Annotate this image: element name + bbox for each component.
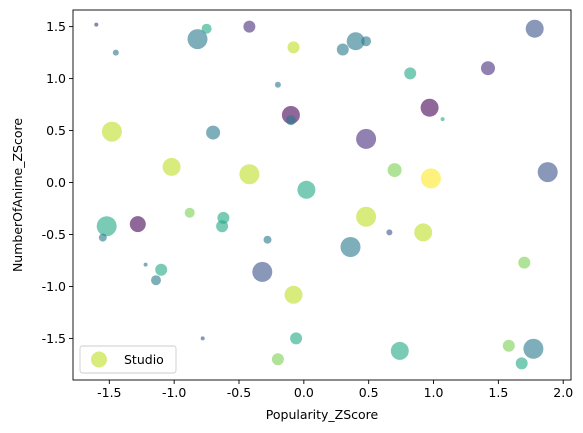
scatter-point	[440, 117, 445, 122]
y-tick-label: 0.5	[46, 123, 66, 138]
scatter-point	[252, 261, 273, 282]
scatter-point	[404, 67, 417, 80]
x-tick-label: 0.0	[294, 385, 314, 400]
scatter-point	[336, 43, 349, 56]
scatter-point	[414, 223, 433, 242]
plot-frame	[72, 9, 572, 381]
scatter-point	[243, 20, 256, 33]
scatter-point	[346, 32, 365, 51]
scatter-point	[129, 216, 146, 233]
scatter-point	[274, 81, 281, 88]
scatter-point	[525, 19, 544, 38]
scatter-point	[356, 128, 377, 149]
x-tick-label: -0.5	[227, 385, 251, 400]
x-tick-label: 1.0	[424, 385, 444, 400]
scatter-point	[187, 29, 208, 50]
scatter-point	[386, 229, 393, 236]
scatter-point	[271, 353, 284, 366]
scatter-point	[239, 164, 260, 185]
legend: Studio	[79, 345, 177, 374]
scatter-point	[143, 262, 148, 267]
y-axis: -1.5 -1.0 -0.5 0.0 0.5 1.0 1.5	[42, 19, 73, 346]
scatter-point	[284, 285, 303, 304]
scatter-point	[523, 338, 544, 359]
scatter-point	[263, 235, 272, 244]
scatter-point	[155, 263, 168, 276]
y-tick-label: 1.0	[46, 71, 66, 86]
legend-entry-label: Studio	[124, 352, 164, 367]
x-axis-label: Popularity_ZScore	[266, 407, 379, 422]
y-tick-label: -0.5	[42, 227, 66, 242]
scatter-point	[201, 23, 212, 34]
x-tick-label: 2.0	[553, 385, 573, 400]
scatter-point	[151, 275, 161, 286]
legend-marker	[91, 351, 107, 368]
scatter-point	[537, 162, 558, 183]
scatter-point	[94, 22, 99, 27]
scatter-point	[515, 357, 528, 370]
scatter-point	[96, 216, 117, 237]
scatter-point	[340, 237, 361, 257]
scatter-point	[206, 125, 221, 140]
scatter-point	[184, 207, 195, 218]
scatter-point	[420, 98, 439, 117]
y-axis-label: NumberOfAnime_ZScore	[10, 118, 25, 272]
scatter-point	[502, 339, 515, 352]
scatter-point	[162, 157, 181, 176]
scatter-point	[390, 341, 409, 360]
scatter-point	[200, 336, 205, 341]
x-axis: -1.5 -1.0 -0.5 0.0 0.5 1.0 1.5 2.0	[97, 380, 573, 400]
scatter-point	[481, 61, 495, 76]
scatter-point	[356, 206, 377, 227]
x-tick-label: -1.5	[97, 385, 121, 400]
y-tick-label: -1.5	[42, 331, 66, 346]
y-tick-label: 1.5	[46, 19, 66, 34]
x-tick-label: 1.5	[488, 385, 508, 400]
y-tick-label: -1.0	[42, 279, 66, 294]
scatter-point	[290, 332, 303, 345]
scatter-point	[112, 49, 119, 56]
legend-frame	[79, 345, 177, 374]
x-tick-label: 0.5	[359, 385, 379, 400]
scatter-point	[101, 121, 122, 142]
scatter-point	[420, 168, 441, 189]
scatter-point	[287, 41, 300, 54]
scatter-point	[361, 36, 372, 47]
scatter-point	[98, 233, 107, 242]
scatter-point	[518, 256, 531, 269]
scatter-point	[297, 180, 316, 199]
scatter-point	[216, 220, 229, 233]
points-layer	[94, 19, 558, 370]
scatter-point	[387, 163, 402, 178]
y-tick-label: 0.0	[46, 175, 66, 190]
scatter-point	[285, 115, 296, 126]
x-tick-label: -1.0	[162, 385, 186, 400]
